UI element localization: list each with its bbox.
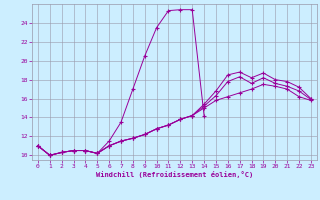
X-axis label: Windchill (Refroidissement éolien,°C): Windchill (Refroidissement éolien,°C) — [96, 171, 253, 178]
